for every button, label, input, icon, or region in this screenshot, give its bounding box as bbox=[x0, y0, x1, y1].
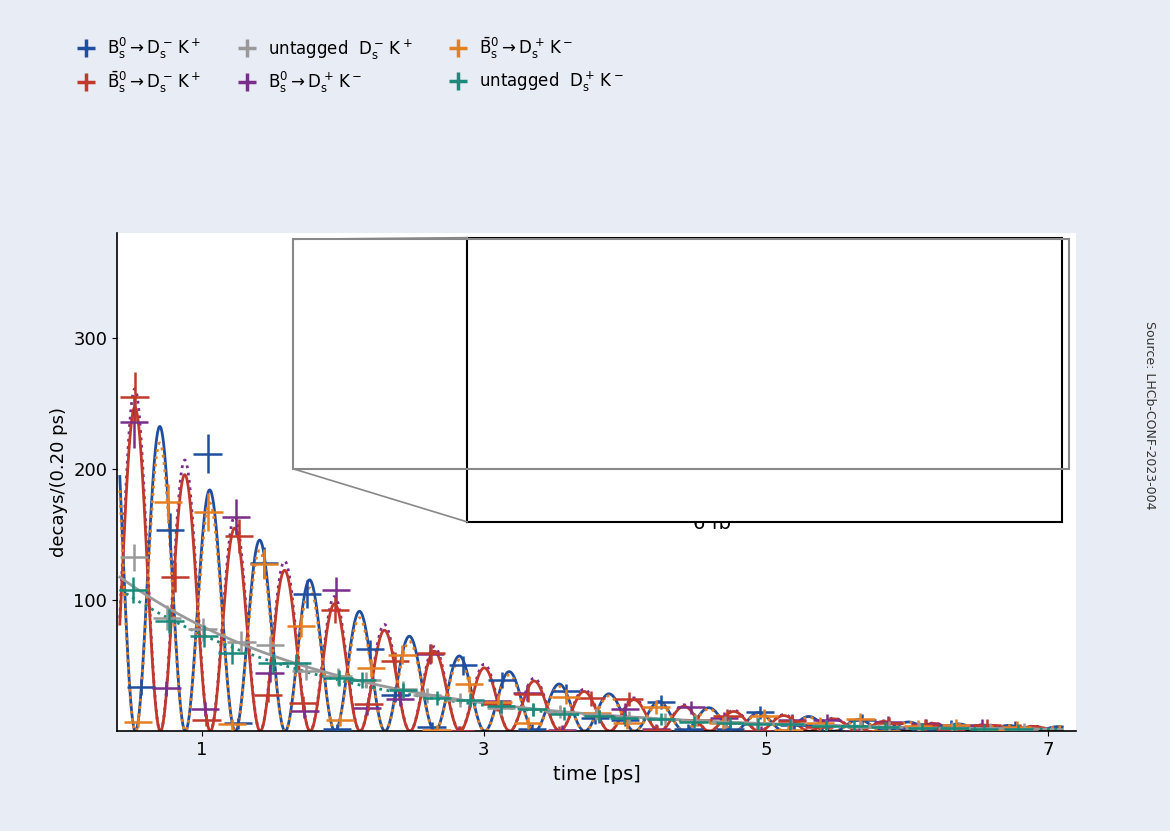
Bar bbox=[294, 239, 1069, 469]
Legend: $\mathrm{B_s^0} \to \mathrm{D_s^-\,K^+}$, $\mathrm{\bar{B}_s^0} \to \mathrm{D_s^: $\mathrm{B_s^0} \to \mathrm{D_s^-\,K^+}$… bbox=[67, 29, 631, 101]
Text: Source: LHCb-CONF-2023-004: Source: LHCb-CONF-2023-004 bbox=[1143, 322, 1156, 509]
Text: LHCb preliminary
6 fb⁻¹: LHCb preliminary 6 fb⁻¹ bbox=[693, 492, 861, 533]
X-axis label: time [ps]: time [ps] bbox=[552, 765, 641, 784]
Y-axis label: decays/(0.20 ps): decays/(0.20 ps) bbox=[49, 407, 68, 557]
